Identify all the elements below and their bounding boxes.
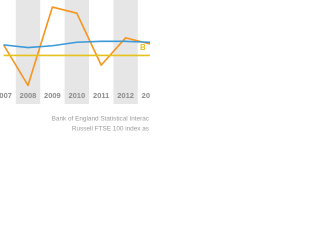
year-band bbox=[113, 0, 138, 104]
x-tick-label: 2010 bbox=[68, 91, 85, 100]
x-tick-label: 2011 bbox=[93, 91, 109, 100]
x-tick-label: 2008 bbox=[20, 91, 37, 100]
series-line bbox=[2, 6, 150, 87]
x-tick-label: 2013 bbox=[142, 91, 150, 100]
year-band bbox=[64, 0, 89, 104]
source-note: Bank of England Statistical Interac bbox=[52, 116, 150, 123]
year-band bbox=[15, 0, 41, 104]
page: {"chart_data": {"type": "line", "categor… bbox=[0, 0, 150, 150]
series-label: B bbox=[140, 43, 146, 52]
source-note: Russell FTSE 100 index as bbox=[72, 126, 149, 133]
chart: 2007 2008 2009 2010 2011 2012 2013 B Bank of En… bbox=[0, 0, 150, 133]
x-tick-label: 2007 bbox=[0, 91, 12, 100]
series-line bbox=[3, 40, 150, 49]
x-tick-label: 2012 bbox=[117, 91, 134, 100]
x-tick-label: 2009 bbox=[44, 91, 61, 100]
